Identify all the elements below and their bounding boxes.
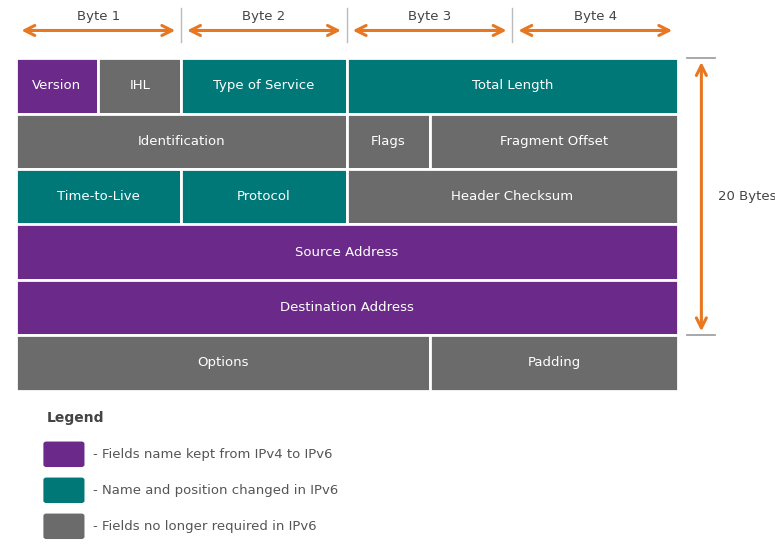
FancyBboxPatch shape bbox=[16, 58, 98, 114]
Text: Padding: Padding bbox=[527, 356, 580, 370]
Text: Protocol: Protocol bbox=[237, 190, 291, 203]
FancyBboxPatch shape bbox=[98, 58, 181, 114]
FancyBboxPatch shape bbox=[16, 114, 347, 169]
Text: Source Address: Source Address bbox=[295, 245, 398, 259]
FancyBboxPatch shape bbox=[16, 280, 678, 335]
FancyBboxPatch shape bbox=[16, 169, 181, 224]
Text: Byte 3: Byte 3 bbox=[408, 10, 451, 23]
Text: Version: Version bbox=[33, 79, 81, 93]
FancyBboxPatch shape bbox=[347, 58, 678, 114]
FancyBboxPatch shape bbox=[16, 224, 678, 280]
FancyBboxPatch shape bbox=[429, 114, 678, 169]
FancyBboxPatch shape bbox=[43, 514, 84, 539]
Text: Header Checksum: Header Checksum bbox=[451, 190, 574, 203]
Text: Legend: Legend bbox=[46, 411, 104, 425]
FancyBboxPatch shape bbox=[16, 335, 429, 391]
FancyBboxPatch shape bbox=[43, 478, 84, 503]
Text: Byte 4: Byte 4 bbox=[574, 10, 617, 23]
FancyBboxPatch shape bbox=[43, 442, 84, 467]
Text: Options: Options bbox=[197, 356, 248, 370]
Text: 20 Bytes: 20 Bytes bbox=[718, 190, 775, 203]
Text: Type of Service: Type of Service bbox=[213, 79, 315, 93]
Text: Destination Address: Destination Address bbox=[280, 301, 414, 314]
Text: Time-to-Live: Time-to-Live bbox=[57, 190, 140, 203]
Text: Byte 2: Byte 2 bbox=[243, 10, 286, 23]
FancyBboxPatch shape bbox=[347, 114, 429, 169]
FancyBboxPatch shape bbox=[429, 335, 678, 391]
Text: Total Length: Total Length bbox=[472, 79, 553, 93]
Text: Fragment Offset: Fragment Offset bbox=[500, 135, 608, 148]
Text: - Name and position changed in IPv6: - Name and position changed in IPv6 bbox=[93, 484, 338, 497]
FancyBboxPatch shape bbox=[347, 169, 678, 224]
Text: - Fields name kept from IPv4 to IPv6: - Fields name kept from IPv4 to IPv6 bbox=[93, 448, 332, 461]
FancyBboxPatch shape bbox=[181, 58, 347, 114]
Text: Byte 1: Byte 1 bbox=[77, 10, 120, 23]
Text: Flags: Flags bbox=[371, 135, 405, 148]
Text: Identification: Identification bbox=[137, 135, 225, 148]
Text: - Fields no longer required in IPv6: - Fields no longer required in IPv6 bbox=[93, 520, 317, 533]
FancyBboxPatch shape bbox=[181, 169, 347, 224]
Text: IHL: IHL bbox=[129, 79, 150, 93]
